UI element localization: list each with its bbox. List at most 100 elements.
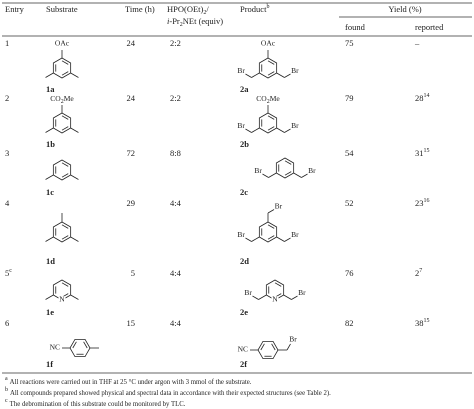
product-label: 2c	[240, 187, 248, 197]
text-part: 3	[5, 148, 9, 158]
group-label: Br	[289, 334, 297, 343]
bond	[61, 115, 69, 120]
footnote: a All reactions were carried out in THF a…	[5, 376, 252, 385]
text-part: 31	[415, 148, 424, 158]
bond	[271, 343, 276, 351]
bond	[276, 72, 285, 78]
header-found: found	[345, 22, 366, 32]
bond	[45, 294, 54, 300]
product-label: 2a	[240, 84, 249, 94]
bond	[61, 173, 69, 178]
header-yield: Yield (%)	[388, 4, 421, 14]
text-part: 23	[415, 198, 424, 208]
text-part: b	[5, 387, 8, 393]
text-part: 2	[415, 268, 419, 278]
substrate-label: 1b	[46, 139, 55, 149]
text-part: -Pr	[169, 16, 180, 26]
reported: 27	[415, 268, 422, 278]
ring	[258, 112, 278, 134]
entry: 3	[5, 148, 9, 158]
footnote: b All compounds prepared showed physical …	[5, 387, 331, 396]
reported: 3815	[415, 318, 430, 328]
group-label: CO2Me	[256, 94, 280, 106]
header-reported: reported	[415, 22, 444, 32]
bond	[286, 343, 291, 351]
bond	[251, 236, 260, 242]
text-part: 4	[5, 198, 10, 208]
group-label: Br	[237, 66, 245, 75]
bond	[245, 237, 252, 242]
text-part: CO	[50, 94, 61, 103]
bond	[291, 295, 298, 300]
bond	[284, 128, 291, 133]
substrate-label: 1f	[46, 359, 53, 369]
bond	[45, 127, 54, 133]
text-part: 2	[267, 99, 270, 105]
text-part: 28	[415, 93, 424, 103]
found: 54	[345, 148, 354, 158]
substrate-label: 1a	[46, 84, 55, 94]
ring	[52, 159, 72, 181]
n-mask	[58, 296, 66, 304]
group-label: Br	[291, 66, 299, 75]
bond	[283, 294, 292, 300]
entry: 5c	[5, 268, 12, 278]
time: 24	[127, 38, 136, 48]
text-part: 5	[5, 268, 9, 278]
bond	[267, 60, 275, 65]
text-part: b	[266, 4, 269, 10]
bond	[45, 174, 54, 180]
ring	[52, 112, 72, 134]
entry: 1	[5, 38, 9, 48]
bond	[284, 171, 292, 176]
text-part: 1	[5, 38, 9, 48]
text-part: 7	[419, 268, 422, 274]
text-part: All compounds prepared showed physical a…	[10, 390, 331, 397]
bond	[258, 294, 267, 300]
bond	[267, 224, 275, 229]
bond	[61, 282, 69, 287]
found: 79	[345, 93, 354, 103]
equiv: 8:8	[170, 148, 181, 158]
bond	[61, 71, 69, 76]
header-substrate: Substrate	[46, 4, 78, 14]
bond	[70, 72, 79, 78]
group-label: Br	[308, 166, 316, 175]
product-label: 2e	[240, 307, 248, 317]
text-part: Product	[240, 4, 267, 14]
found: 52	[345, 198, 354, 208]
bond	[267, 115, 275, 120]
text-part: CO	[256, 94, 267, 103]
group-label: Br	[237, 230, 245, 239]
bond	[70, 294, 79, 300]
text-part: HPO(OEt)	[167, 4, 204, 14]
bond	[252, 295, 259, 300]
bond	[268, 172, 277, 178]
text-part: i	[167, 16, 170, 26]
header-product: Productb	[240, 4, 269, 14]
equiv: 4:4	[170, 268, 182, 278]
bond	[61, 224, 69, 229]
bond	[45, 236, 54, 242]
equiv: 2:2	[170, 93, 181, 103]
bond	[61, 60, 69, 65]
text-part: /	[206, 4, 209, 14]
reported: 2814	[415, 93, 430, 103]
substrate-label: 1e	[46, 307, 54, 317]
time: 72	[127, 148, 136, 158]
text-part: a	[5, 376, 8, 382]
group-label: OAc	[261, 39, 276, 48]
footnote: c The debromination of this substrate cou…	[5, 398, 186, 407]
bond	[70, 127, 79, 133]
group-label: Br	[275, 202, 283, 211]
header-entry: Entry	[5, 4, 25, 14]
bond	[267, 235, 275, 240]
bond	[70, 236, 79, 242]
entry: 2	[5, 93, 9, 103]
text-part: Me	[64, 94, 75, 103]
group-label: NC	[238, 345, 248, 354]
text-part: 15	[424, 318, 430, 324]
group-label: Br	[254, 166, 262, 175]
text-part: 16	[424, 198, 430, 204]
bond	[284, 160, 292, 165]
